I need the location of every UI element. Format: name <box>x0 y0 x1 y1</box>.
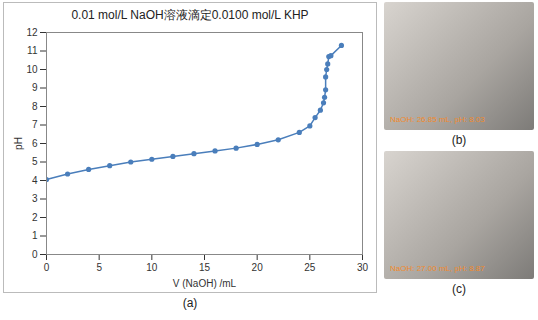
svg-text:pH: pH <box>13 137 24 150</box>
svg-text:8: 8 <box>32 101 38 112</box>
svg-text:30: 30 <box>357 262 369 273</box>
svg-text:15: 15 <box>199 262 211 273</box>
svg-text:5: 5 <box>32 156 38 167</box>
svg-text:20: 20 <box>252 262 264 273</box>
svg-text:3: 3 <box>32 193 38 204</box>
svg-text:1: 1 <box>32 230 38 241</box>
svg-text:10: 10 <box>26 64 38 75</box>
html-text:(a): (a) <box>182 296 198 310</box>
svg-text:5: 5 <box>96 262 102 273</box>
svg-text:6: 6 <box>32 138 38 149</box>
svg-text:12: 12 <box>26 27 38 38</box>
svg-text:7: 7 <box>32 119 38 130</box>
svg-text:2: 2 <box>32 212 38 223</box>
html-text:NaOH: 26.85 mL, pH: 8.03: NaOH: 26.85 mL, pH: 8.03 <box>390 115 485 124</box>
html-text:(c): (c) <box>452 282 466 296</box>
html-text:(b): (b) <box>451 133 467 147</box>
html-text:0.01 mol/L NaOH溶液滴定0.0100 mol/: 0.01 mol/L NaOH溶液滴定0.0100 mol/L KHP <box>71 8 309 22</box>
svg-text:0: 0 <box>32 249 38 260</box>
svg-text:V (NaOH) /mL: V (NaOH) /mL <box>173 278 237 289</box>
svg-text:25: 25 <box>304 262 316 273</box>
svg-text:0: 0 <box>44 262 50 273</box>
html-text:NaOH: 27.00 mL, pH: 8.87: NaOH: 27.00 mL, pH: 8.87 <box>390 264 485 273</box>
svg-text:9: 9 <box>32 82 38 93</box>
svg-text:10: 10 <box>146 262 158 273</box>
svg-text:11: 11 <box>27 45 38 56</box>
svg-text:4: 4 <box>32 175 38 186</box>
